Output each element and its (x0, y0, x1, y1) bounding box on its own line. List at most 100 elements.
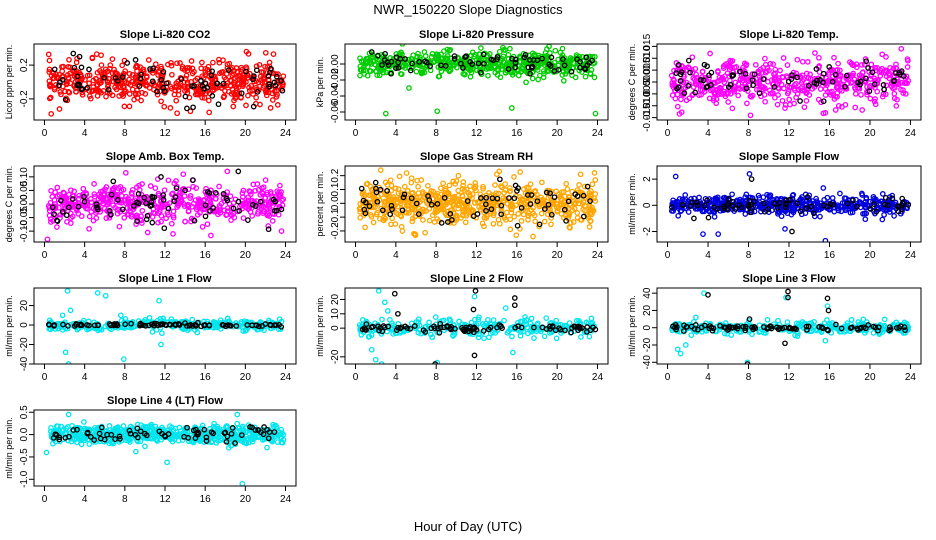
point-highlight (434, 201, 441, 207)
point (184, 67, 191, 74)
panel-title: Slope Li-820 Pressure (419, 29, 534, 41)
point-highlight (725, 84, 732, 90)
point-highlight (789, 72, 795, 78)
point (463, 212, 470, 219)
point-highlight (184, 105, 190, 112)
point (772, 94, 778, 101)
point (78, 213, 85, 220)
point (157, 204, 163, 210)
point-highlight (413, 200, 420, 207)
point-highlight (158, 76, 165, 83)
point-highlight (451, 53, 458, 59)
point (119, 324, 126, 331)
point (502, 187, 509, 193)
point-highlight (808, 203, 814, 210)
point (409, 218, 416, 225)
point (170, 231, 176, 237)
point-highlight (409, 60, 416, 67)
point (396, 196, 402, 202)
point (415, 205, 422, 211)
point (208, 232, 214, 239)
y-tick-label: 0.0 (330, 196, 341, 210)
point (764, 68, 770, 75)
point (839, 200, 846, 206)
point-highlight (487, 324, 494, 331)
point (112, 84, 118, 91)
point (273, 94, 280, 100)
point-highlight (543, 189, 550, 196)
point (222, 88, 228, 94)
point-highlight (382, 50, 388, 57)
point (588, 315, 595, 322)
point-highlight (482, 201, 489, 208)
point-highlight (797, 208, 804, 215)
point (511, 70, 518, 76)
point (775, 77, 782, 84)
point-highlight (732, 206, 739, 212)
point-highlight (705, 214, 712, 221)
point-highlight (235, 168, 242, 175)
y-tick-label: 0 (642, 202, 653, 208)
point (812, 50, 818, 56)
point (862, 201, 869, 208)
point-highlight (561, 206, 568, 213)
point (210, 320, 217, 326)
point (831, 208, 838, 215)
point-highlight (393, 65, 399, 72)
point-highlight (474, 211, 481, 217)
point-highlight (438, 220, 445, 226)
point-highlight (279, 87, 286, 94)
point (172, 84, 178, 90)
point (548, 221, 554, 228)
point-highlight (687, 69, 693, 76)
point (490, 317, 497, 323)
point (576, 182, 582, 188)
point (114, 207, 121, 213)
point-highlight (114, 197, 121, 203)
point (502, 181, 509, 187)
point (815, 96, 822, 103)
point (216, 207, 223, 214)
point (273, 205, 279, 211)
point (377, 167, 384, 173)
point (483, 60, 490, 67)
point-highlight (471, 324, 478, 331)
point (392, 185, 399, 192)
point-highlight (794, 200, 801, 207)
point-highlight (147, 66, 153, 72)
point (459, 321, 466, 328)
point-highlight (75, 203, 82, 210)
point-highlight (498, 202, 505, 209)
point (740, 64, 746, 71)
point-highlight (824, 203, 831, 210)
point-highlight (749, 77, 756, 84)
point-highlight (751, 198, 757, 205)
point-highlight (278, 323, 285, 330)
point (250, 91, 256, 97)
x-tick-label: 4 (393, 250, 399, 261)
point-highlight (427, 63, 433, 69)
point-highlight (107, 322, 114, 329)
point (852, 104, 859, 111)
point (902, 91, 909, 97)
point (152, 61, 159, 68)
point-highlight (130, 203, 137, 209)
point (266, 213, 272, 219)
point-highlight (557, 326, 564, 333)
point (274, 188, 281, 194)
y-tick-label: 0 (19, 322, 30, 328)
point-highlight (494, 54, 501, 60)
point-highlight (214, 80, 221, 87)
point (541, 333, 548, 340)
point-highlight (271, 79, 278, 86)
point-highlight (692, 89, 699, 96)
point (416, 194, 423, 200)
point (853, 61, 860, 68)
point (190, 200, 197, 207)
point-highlight (190, 104, 196, 111)
point-highlight (842, 83, 848, 90)
point (450, 201, 457, 207)
point-highlight (561, 62, 568, 69)
point-highlight (160, 84, 167, 91)
